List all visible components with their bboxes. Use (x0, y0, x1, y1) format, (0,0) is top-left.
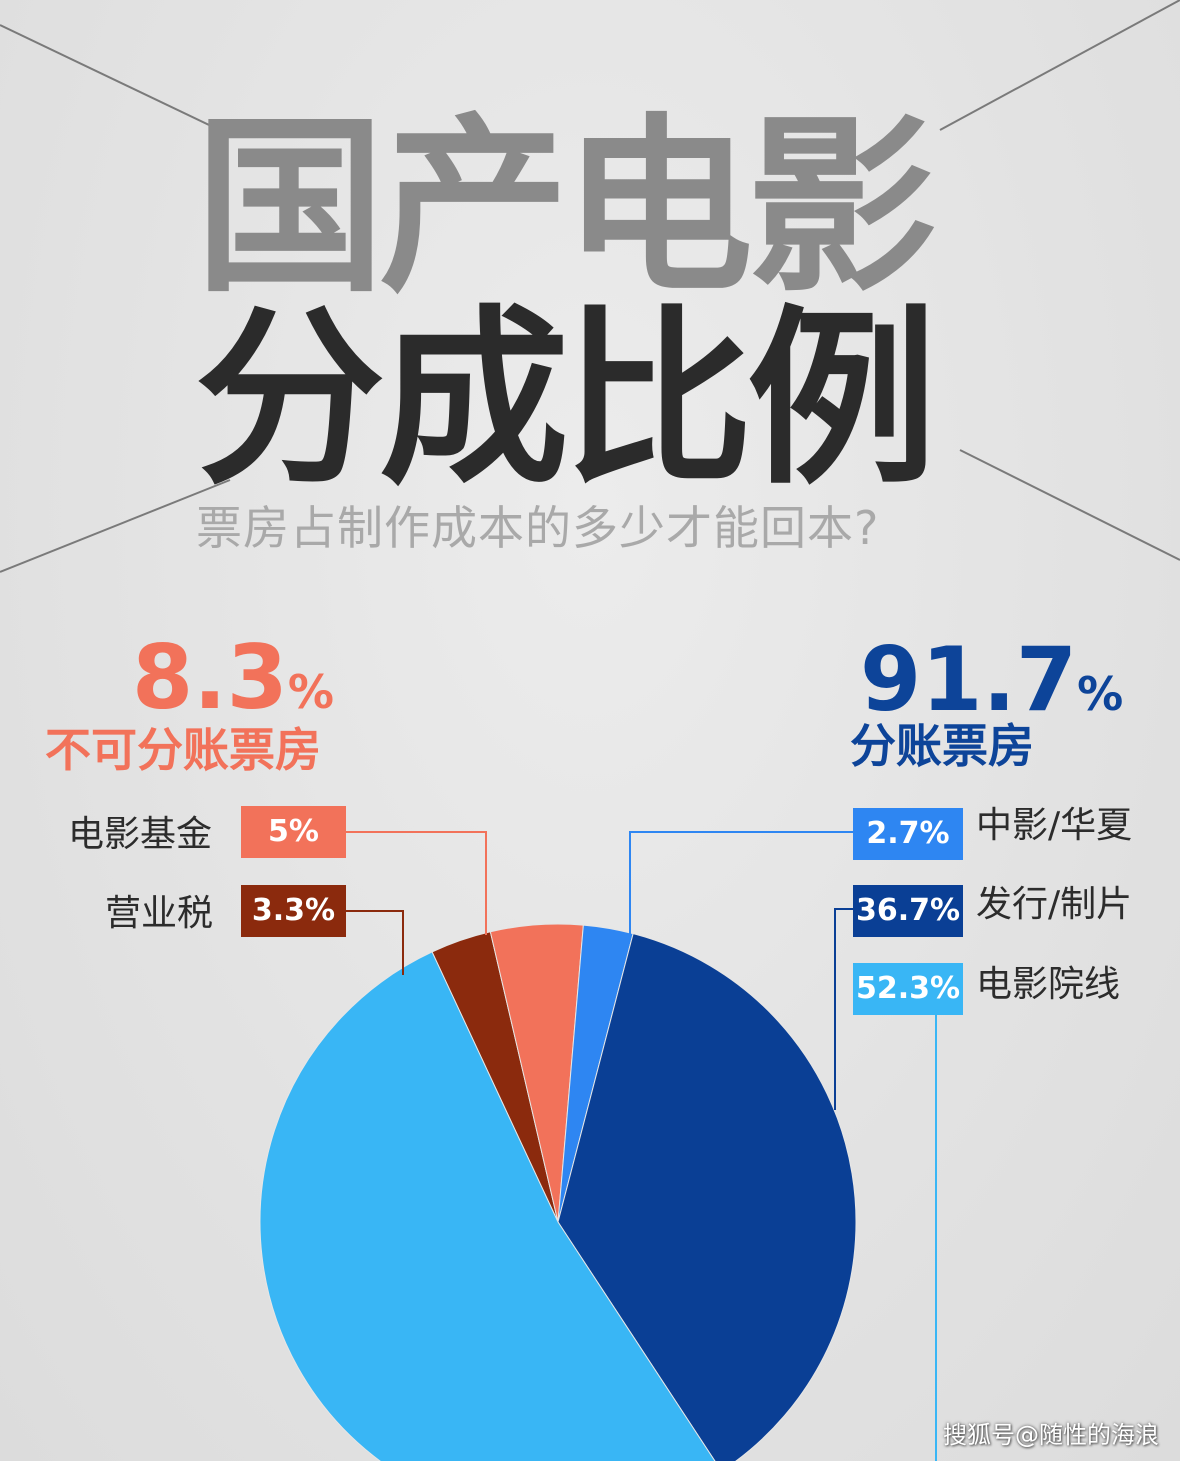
pie-slice-distribution (557, 933, 857, 1461)
split-percent-sign: % (1077, 667, 1124, 721)
watermark: 搜狐号@随性的海浪 (943, 1421, 1159, 1449)
non-split-label: 不可分账票房 (45, 723, 321, 777)
non-split-percent: 8.3% (132, 630, 334, 726)
legend-name-cinema-chain: 电影院线 (976, 964, 1121, 1005)
legend-name-business-tax: 营业税 (105, 893, 214, 934)
leader-line-business-tax (346, 910, 404, 975)
subtitle: 票房占制作成本的多少才能回本? (196, 501, 880, 555)
leader-line-china-film (629, 831, 853, 935)
legend-value-film-fund: 5% (241, 806, 346, 858)
split-percent: 91.7% (860, 632, 1123, 728)
legend-name-distribution: 发行/制片 (976, 884, 1133, 925)
leader-line-film-fund (346, 831, 487, 935)
legend-name-china-film: 中影/华夏 (976, 805, 1133, 846)
pie-slice-cinema-chain (259, 951, 716, 1461)
split-label: 分账票房 (850, 719, 1034, 773)
split-percent-value: 91.7 (860, 628, 1078, 731)
leader-line-distribution (834, 908, 853, 1110)
legend-name-film-fund: 电影基金 (68, 814, 213, 855)
legend-value-china-film: 2.7% (853, 808, 963, 860)
non-split-percent-value: 8.3 (132, 626, 288, 729)
title-line-1: 国产电影 (195, 97, 937, 318)
legend-value-business-tax: 3.3% (241, 885, 346, 937)
non-split-percent-sign: % (287, 665, 334, 719)
title-line-2: 分成比例 (195, 289, 937, 510)
legend-value-cinema-chain: 52.3% (853, 963, 963, 1015)
legend-value-distribution: 36.7% (853, 885, 963, 937)
